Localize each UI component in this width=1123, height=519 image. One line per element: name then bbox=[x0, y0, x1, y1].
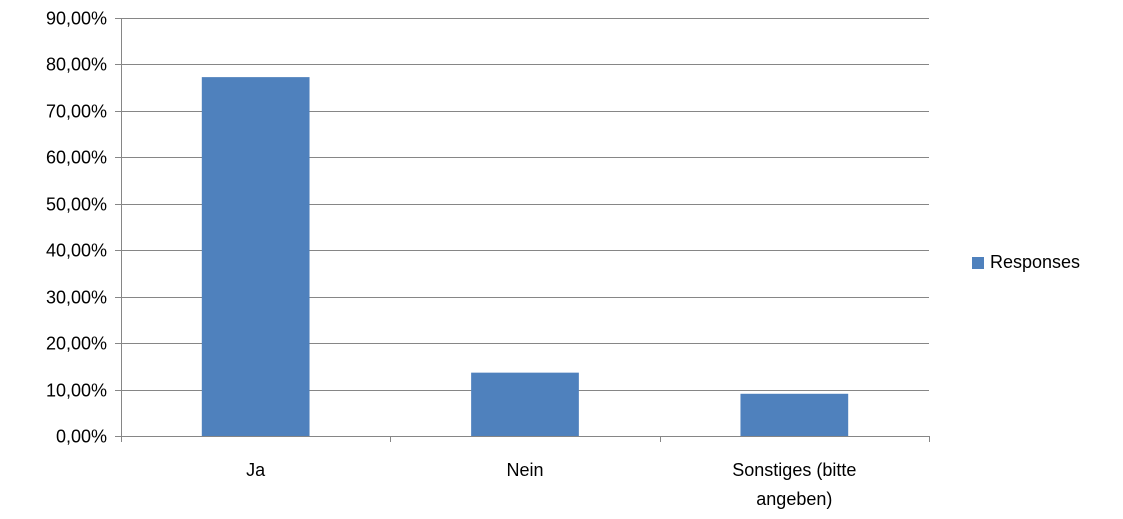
bar-2 bbox=[471, 372, 579, 436]
y-tick-label: 60,00% bbox=[46, 148, 107, 168]
y-tick-label: 90,00% bbox=[46, 9, 107, 29]
y-tick-label: 0,00% bbox=[56, 427, 107, 447]
x-tick-label: Sonstiges (bitte angeben) bbox=[732, 460, 856, 509]
bar-3 bbox=[740, 393, 849, 436]
legend-label-responses: Responses bbox=[990, 252, 1081, 272]
y-tick-label: 40,00% bbox=[46, 241, 107, 261]
y-tick-label: 10,00% bbox=[46, 381, 107, 401]
y-tick-label: 80,00% bbox=[46, 55, 107, 75]
bar-1 bbox=[201, 77, 310, 437]
legend-swatch-responses bbox=[972, 256, 984, 269]
y-tick-label: 50,00% bbox=[46, 195, 107, 215]
x-tick-label: Nein bbox=[506, 460, 543, 480]
y-tick-label: 20,00% bbox=[46, 334, 107, 354]
x-tick-label: Ja bbox=[246, 460, 266, 480]
legend: Responses bbox=[972, 252, 1080, 273]
y-tick-label: 70,00% bbox=[46, 102, 107, 122]
y-tick-label: 30,00% bbox=[46, 288, 107, 308]
